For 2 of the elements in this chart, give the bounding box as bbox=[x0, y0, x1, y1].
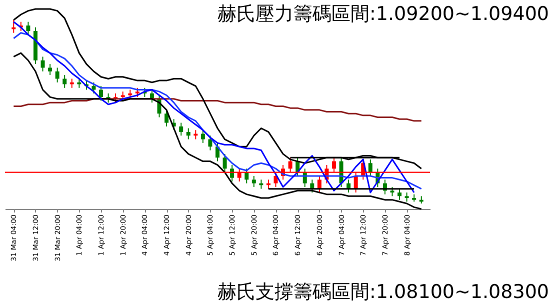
annotation: 赫氏壓力籌碼區間:1.09200~1.09400 bbox=[218, 2, 549, 26]
text: 赫氏支撐籌碼區間:1.08100~1.08300 bbox=[218, 280, 549, 304]
